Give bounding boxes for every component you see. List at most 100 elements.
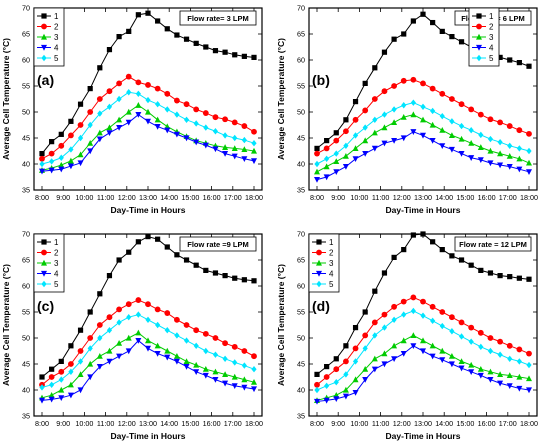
data-point bbox=[202, 366, 209, 372]
data-point bbox=[222, 116, 228, 123]
x-tick-label: 18:00 bbox=[520, 419, 538, 428]
data-point bbox=[135, 112, 142, 118]
legend-marker bbox=[476, 23, 482, 30]
panel-label: (a) bbox=[37, 72, 54, 88]
data-point bbox=[135, 338, 142, 344]
data-point bbox=[487, 116, 494, 123]
legend-label: 1 bbox=[329, 238, 334, 247]
x-tick-label: 13:00 bbox=[139, 193, 157, 202]
data-point bbox=[362, 377, 369, 383]
data-point bbox=[77, 348, 84, 354]
data-point bbox=[241, 146, 248, 153]
data-point bbox=[126, 314, 132, 321]
data-point bbox=[212, 351, 219, 358]
data-point bbox=[203, 347, 209, 355]
data-point bbox=[430, 317, 436, 325]
data-point bbox=[145, 82, 151, 88]
legend-marker bbox=[316, 259, 322, 266]
series-3 bbox=[314, 111, 532, 175]
data-point bbox=[314, 398, 320, 405]
x-tick-label: 8:00 bbox=[35, 419, 49, 428]
data-point bbox=[477, 366, 484, 372]
data-point bbox=[429, 303, 436, 310]
data-point bbox=[381, 124, 388, 131]
data-point bbox=[439, 112, 445, 120]
data-point bbox=[154, 306, 161, 313]
data-point bbox=[343, 343, 349, 349]
x-tick-label: 17:00 bbox=[224, 419, 242, 428]
data-point bbox=[231, 343, 238, 350]
data-point bbox=[106, 124, 113, 131]
data-point bbox=[87, 345, 93, 352]
data-point bbox=[116, 80, 122, 87]
data-point bbox=[68, 368, 74, 375]
data-point bbox=[58, 386, 65, 393]
data-point bbox=[212, 335, 219, 341]
data-point bbox=[362, 137, 369, 144]
data-point bbox=[458, 122, 465, 130]
data-point bbox=[68, 361, 74, 367]
data-point bbox=[77, 387, 84, 394]
legend-label: 4 bbox=[489, 44, 494, 53]
data-point bbox=[333, 158, 340, 164]
data-point bbox=[323, 163, 330, 170]
data-point bbox=[487, 135, 494, 143]
data-point bbox=[87, 140, 94, 146]
data-point bbox=[497, 380, 504, 387]
data-point bbox=[251, 140, 257, 147]
data-point bbox=[106, 358, 113, 365]
legend-label: 5 bbox=[54, 280, 59, 289]
data-point bbox=[429, 85, 436, 92]
data-point bbox=[39, 168, 45, 175]
data-point bbox=[212, 270, 219, 276]
data-point bbox=[458, 257, 465, 263]
data-point bbox=[497, 119, 503, 126]
legend: 1 23 45 bbox=[33, 7, 65, 67]
x-tick-label: 9:00 bbox=[56, 193, 70, 202]
data-point bbox=[458, 135, 465, 142]
data-point bbox=[371, 366, 378, 373]
data-point bbox=[449, 253, 455, 259]
data-point bbox=[391, 83, 397, 89]
data-point bbox=[410, 111, 417, 118]
y-tick-label: 50 bbox=[22, 108, 30, 117]
data-point bbox=[251, 379, 257, 385]
data-point bbox=[155, 101, 161, 108]
y-tick-label: 60 bbox=[22, 56, 30, 65]
x-tick-label: 15:00 bbox=[181, 419, 199, 428]
data-point bbox=[391, 106, 397, 113]
data-point bbox=[39, 374, 45, 380]
y-tick-label: 45 bbox=[297, 360, 305, 369]
data-point bbox=[410, 294, 417, 301]
data-point bbox=[202, 372, 209, 379]
annotation-box bbox=[179, 236, 257, 252]
data-point bbox=[506, 383, 513, 390]
data-point bbox=[449, 34, 455, 40]
data-point bbox=[352, 325, 359, 331]
data-point bbox=[125, 334, 132, 341]
legend-marker bbox=[41, 280, 47, 288]
data-point bbox=[362, 151, 369, 157]
data-point bbox=[429, 342, 436, 349]
data-point bbox=[48, 374, 55, 380]
data-point bbox=[333, 396, 340, 403]
legend-label: 1 bbox=[489, 12, 494, 21]
data-point bbox=[77, 134, 84, 142]
data-point bbox=[458, 151, 465, 157]
data-point bbox=[458, 101, 465, 108]
legend-marker bbox=[41, 259, 47, 266]
data-point bbox=[173, 131, 180, 138]
data-point bbox=[212, 368, 219, 375]
legend-marker bbox=[476, 54, 482, 62]
data-point bbox=[372, 65, 378, 71]
data-point bbox=[49, 366, 55, 372]
data-point bbox=[135, 90, 141, 97]
data-point bbox=[468, 155, 475, 161]
data-point bbox=[87, 121, 93, 129]
data-point bbox=[429, 121, 436, 128]
y-tick-label: 60 bbox=[22, 282, 30, 291]
data-point bbox=[362, 345, 368, 352]
data-point bbox=[251, 158, 257, 165]
data-point bbox=[87, 360, 94, 367]
